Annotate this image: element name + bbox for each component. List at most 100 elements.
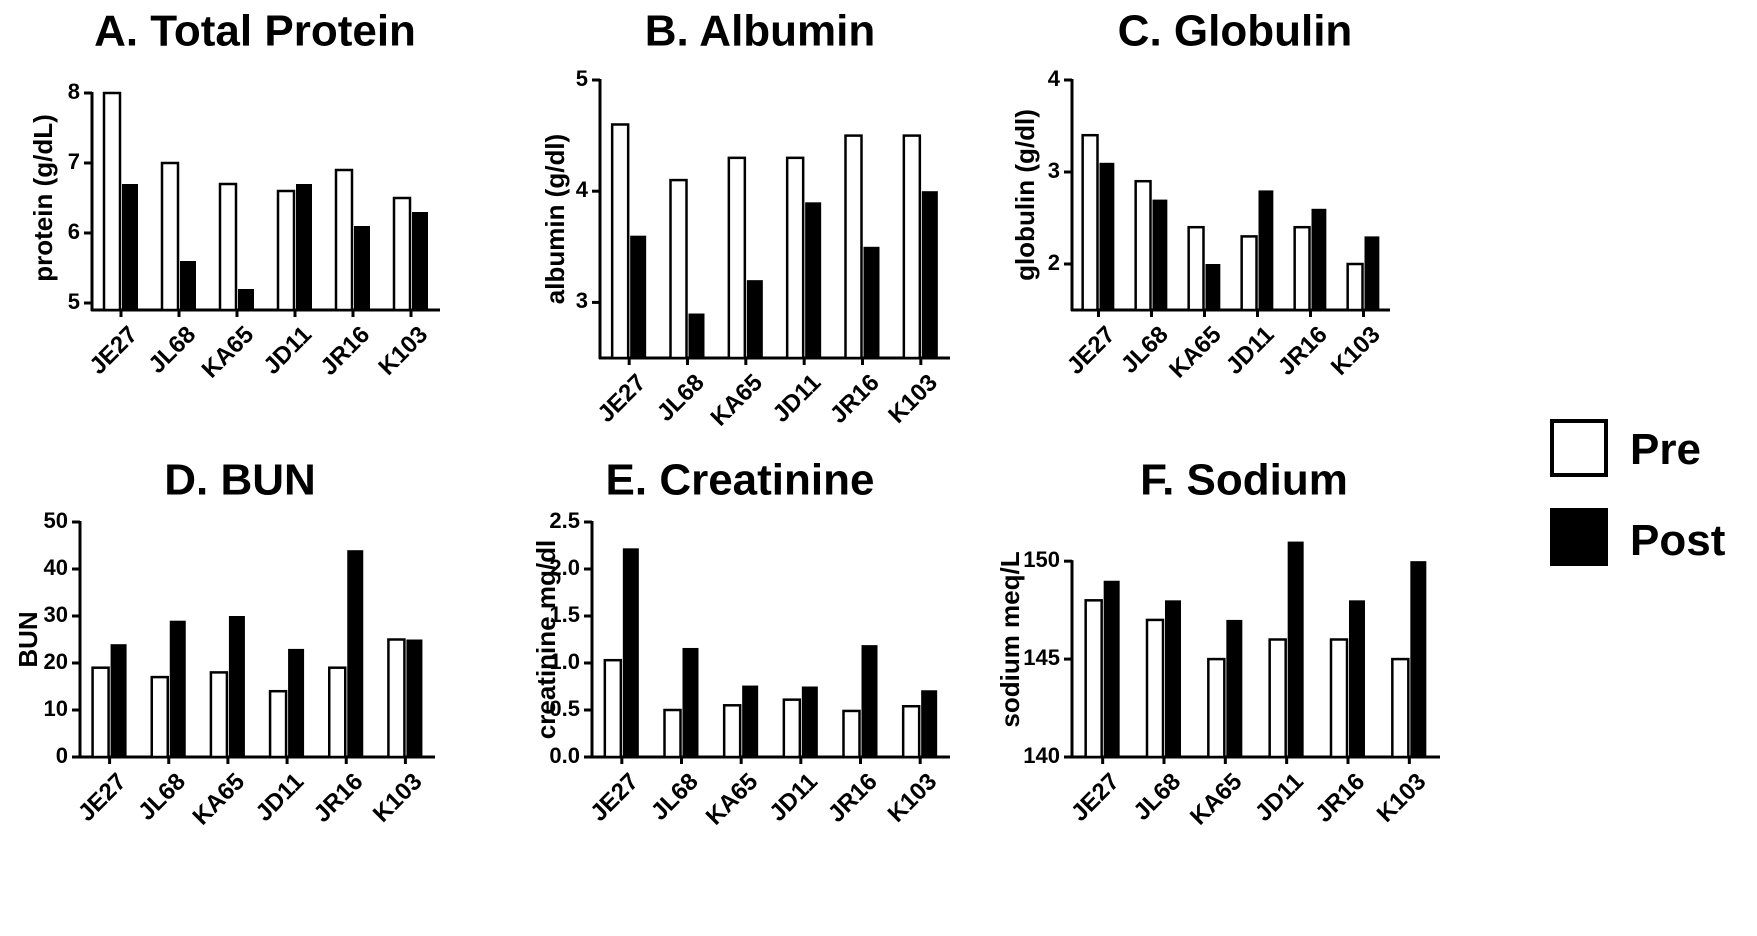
y-tick-label: 0.0 xyxy=(549,743,580,768)
bar-jr16-post xyxy=(354,226,370,310)
x-category-label: JR16 xyxy=(1310,768,1370,828)
y-tick-label: 3 xyxy=(1048,158,1060,183)
bar-k103-pre xyxy=(901,704,921,759)
x-category-label: JR16 xyxy=(823,768,883,828)
bar-je27-post xyxy=(622,548,639,757)
y-tick-label: 5 xyxy=(576,66,588,91)
panel-title: E. Creatinine xyxy=(606,456,875,505)
x-category-label: KA65 xyxy=(188,768,250,830)
x-category-label: K103 xyxy=(368,768,428,828)
bar-k103-pre xyxy=(902,134,922,360)
x-category-label: JE27 xyxy=(1066,768,1125,827)
x-category-label: JL68 xyxy=(646,768,704,826)
x-category-label: JE27 xyxy=(585,768,644,827)
y-tick-label: 145 xyxy=(1023,645,1060,670)
bar-ka65-post xyxy=(228,616,245,757)
x-category-label: JR16 xyxy=(309,768,369,828)
panel-title: F. Sodium xyxy=(1140,456,1348,505)
bar-k103-pre xyxy=(392,196,412,312)
bar-ka65-post xyxy=(742,685,759,757)
bar-jr16-post xyxy=(347,550,364,757)
y-tick-label: 40 xyxy=(44,555,68,580)
y-tick-label: 20 xyxy=(44,649,68,674)
bar-ka65-post xyxy=(1226,619,1243,757)
bar-jl68-pre xyxy=(663,708,682,759)
bar-ka65-post xyxy=(238,289,254,310)
panel-title: B. Albumin xyxy=(645,7,876,56)
y-tick-label: 7 xyxy=(68,149,80,174)
bar-jd11-pre xyxy=(268,689,288,759)
bar-k103-post xyxy=(406,639,423,757)
bar-jd11-post xyxy=(1258,190,1274,310)
bar-k103-post xyxy=(412,212,428,310)
bar-ka65-pre xyxy=(209,671,229,759)
panel-title: D. BUN xyxy=(164,456,316,505)
bar-ka65-pre xyxy=(727,156,747,360)
bar-jd11-pre xyxy=(1268,638,1287,759)
y-tick-label: 1.0 xyxy=(549,649,580,674)
y-axis-label: globulin (g/dl) xyxy=(1010,109,1040,281)
bar-je27-post xyxy=(1103,580,1120,757)
bar-jd11-pre xyxy=(1240,235,1258,312)
bar-k103-post xyxy=(921,191,938,358)
bar-je27-post xyxy=(122,184,138,310)
y-tick-label: 150 xyxy=(1023,547,1060,572)
chart-panel-5: E. Creatinine creatinine mg/dl 0.0 0.5 1.0 1.… xyxy=(531,456,950,831)
x-category-label: K103 xyxy=(373,321,433,381)
bar-je27-pre xyxy=(102,91,122,312)
bar-je27-pre xyxy=(603,658,623,759)
bar-jr16-pre xyxy=(334,168,354,312)
bar-k103-post xyxy=(1410,561,1427,757)
bar-jd11-pre xyxy=(782,698,802,759)
x-category-label: KA65 xyxy=(1164,321,1226,383)
bar-ka65-post xyxy=(746,280,763,358)
x-category-label: JL68 xyxy=(1116,321,1174,379)
x-category-label: JR16 xyxy=(1273,321,1333,381)
bar-jl68-pre xyxy=(150,675,169,759)
chart-panel-1: A. Total Protein protein (g/dL) 5 6 7 8 JE27 JL… xyxy=(28,7,440,384)
y-tick-label: 1.5 xyxy=(549,602,580,627)
y-axis-label: protein (g/dL) xyxy=(28,114,58,282)
bar-jr16-pre xyxy=(328,666,347,759)
y-tick-label: 30 xyxy=(44,602,68,627)
y-tick-label: 140 xyxy=(1023,743,1060,768)
legend-swatch-pre xyxy=(1550,419,1608,477)
bar-jl68-post xyxy=(1152,199,1168,310)
bar-jd11-post xyxy=(296,184,312,310)
y-tick-label: 0.5 xyxy=(549,696,580,721)
bar-ka65-pre xyxy=(1207,657,1226,759)
x-category-label: KA65 xyxy=(701,768,763,830)
bar-jl68-pre xyxy=(1134,179,1152,312)
x-category-label: JE27 xyxy=(73,768,132,827)
bar-k103-post xyxy=(921,690,938,757)
bar-jd11-pre xyxy=(785,156,805,360)
legend: Pre Post xyxy=(1550,419,1726,566)
bar-jl68-pre xyxy=(160,161,180,312)
x-category-label: JD11 xyxy=(768,369,827,428)
x-category-label: JD11 xyxy=(764,768,823,827)
legend-label-pre: Pre xyxy=(1630,425,1701,474)
bar-je27-post xyxy=(630,235,647,358)
bar-jr16-post xyxy=(1311,208,1327,310)
bar-ka65-pre xyxy=(1187,225,1205,312)
bar-jl68-post xyxy=(1165,600,1181,757)
y-axis-label: creatinine mg/dl xyxy=(531,540,561,739)
y-axis-label: sodium meq/L xyxy=(995,551,1025,727)
x-category-label: JR16 xyxy=(315,321,375,381)
y-tick-label: 6 xyxy=(68,219,80,244)
bar-k103-pre xyxy=(1391,657,1410,759)
x-category-label: JD11 xyxy=(258,321,317,380)
bar-jl68-post xyxy=(180,261,196,310)
panel-title: C. Globulin xyxy=(1118,7,1353,56)
bar-je27-pre xyxy=(1081,133,1099,312)
bar-jl68-pre xyxy=(1145,618,1165,759)
x-category-label: K103 xyxy=(883,768,943,828)
x-category-label: JL68 xyxy=(1128,768,1186,826)
x-category-label: KA65 xyxy=(197,321,259,383)
y-tick-label: 2 xyxy=(1048,250,1060,275)
bar-ka65-pre xyxy=(218,182,238,312)
bar-jl68-post xyxy=(682,647,699,757)
